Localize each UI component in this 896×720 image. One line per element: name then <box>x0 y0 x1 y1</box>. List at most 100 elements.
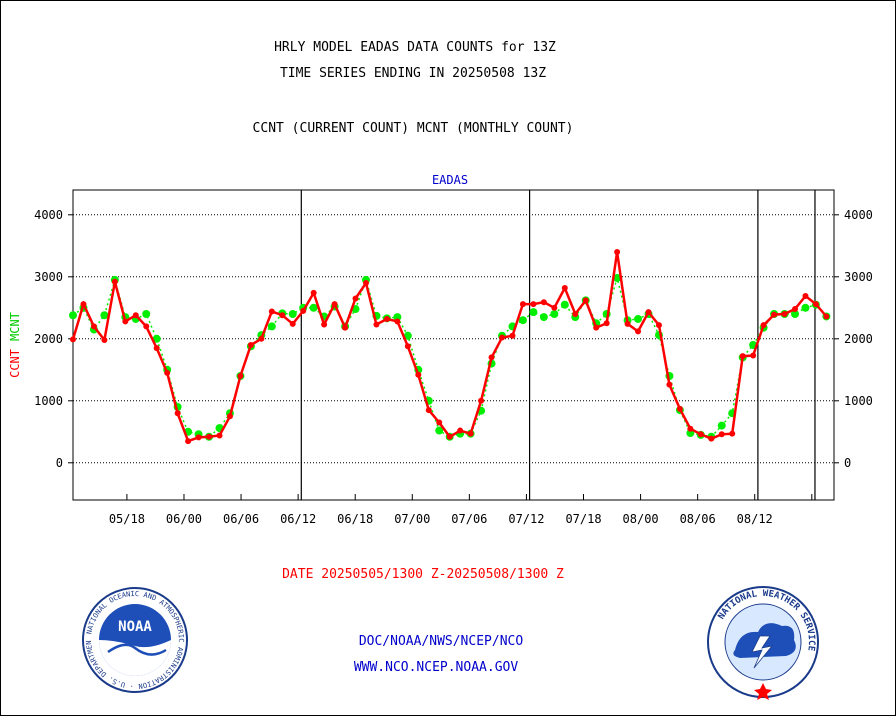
y-tick-label-left: 0 <box>56 456 63 470</box>
point-ccnt <box>530 301 537 308</box>
point-ccnt <box>561 284 568 291</box>
point-ccnt <box>247 342 254 348</box>
x-tick-label: 06/06 <box>223 512 259 526</box>
point-mcnt <box>717 421 726 430</box>
point-ccnt <box>373 321 380 328</box>
plot-frame <box>72 189 835 501</box>
point-ccnt <box>331 301 338 308</box>
point-ccnt <box>739 353 746 360</box>
point-ccnt <box>143 323 150 330</box>
date-range: DATE 20250505/1300 Z-20250508/1300 Z <box>282 567 564 582</box>
point-mcnt <box>634 314 643 323</box>
y-tick-label-left: 1000 <box>34 394 63 408</box>
point-ccnt <box>352 295 359 302</box>
point-ccnt <box>624 320 631 327</box>
point-mcnt <box>403 331 412 340</box>
y-axis-title-mcnt: MCNT <box>8 312 22 341</box>
x-tick-label: 08/06 <box>680 512 716 526</box>
point-mcnt <box>100 311 109 320</box>
point-ccnt <box>697 431 704 438</box>
nws-logo: NATIONAL WEATHER SERVICE <box>707 586 819 700</box>
point-ccnt <box>289 320 296 327</box>
point-ccnt <box>436 419 443 426</box>
point-ccnt <box>425 407 432 414</box>
point-ccnt <box>132 312 139 319</box>
x-tick-label: 08/00 <box>623 512 659 526</box>
x-tick-label: 08/12 <box>737 512 773 526</box>
point-ccnt <box>666 381 673 388</box>
point-ccnt <box>687 425 694 432</box>
point-ccnt <box>582 297 589 304</box>
x-tick-label: 06/00 <box>166 512 202 526</box>
noaa-bird-shape <box>99 640 171 676</box>
point-ccnt <box>258 335 265 342</box>
panel-title: EADAS <box>432 173 468 187</box>
y-tick-label-right: 3000 <box>844 270 873 284</box>
point-ccnt <box>791 306 798 313</box>
point-mcnt <box>435 426 444 435</box>
labels-layer: 0 0 1000 1000 2000 2000 3000 3000 4000 4000 05/18 0… <box>34 208 873 526</box>
point-ccnt <box>362 280 369 286</box>
point-mcnt <box>550 310 559 318</box>
x-tick-label: 05/18 <box>109 512 145 526</box>
point-ccnt <box>226 413 233 420</box>
point-ccnt <box>80 301 87 308</box>
point-mcnt <box>560 300 569 309</box>
x-tick-label: 06/18 <box>337 512 373 526</box>
point-ccnt <box>499 334 506 341</box>
point-ccnt <box>164 369 171 376</box>
x-tick-label: 07/12 <box>508 512 544 526</box>
point-ccnt <box>488 354 495 361</box>
website-link[interactable]: WWW.NCO.NCEP.NOAA.GOV <box>354 660 519 675</box>
point-ccnt <box>122 318 129 325</box>
point-ccnt <box>823 313 830 320</box>
point-ccnt <box>446 433 453 440</box>
star-icon <box>754 683 772 700</box>
org-path-link[interactable]: DOC/NOAA/NWS/NCEP/NCO <box>359 634 524 649</box>
point-mcnt <box>613 274 622 283</box>
point-ccnt <box>478 397 485 404</box>
point-mcnt <box>309 303 318 312</box>
point-ccnt <box>216 432 223 439</box>
point-ccnt <box>572 311 579 317</box>
point-ccnt <box>206 433 213 440</box>
point-ccnt <box>394 318 401 325</box>
y-tick-label-left: 2000 <box>34 332 63 346</box>
point-ccnt <box>509 332 516 339</box>
x-tick-label: 07/18 <box>565 512 601 526</box>
point-ccnt <box>383 315 390 322</box>
point-ccnt <box>519 301 526 308</box>
point-ccnt <box>279 312 286 319</box>
x-tick-label: 06/12 <box>280 512 316 526</box>
y-tick-label-right: 1000 <box>844 394 873 408</box>
noaa-bird-icon <box>107 643 167 656</box>
point-ccnt <box>300 307 307 314</box>
point-ccnt <box>153 345 160 352</box>
point-ccnt <box>750 352 757 359</box>
point-ccnt <box>185 438 192 445</box>
point-ccnt <box>342 324 349 331</box>
point-mcnt <box>288 310 297 318</box>
y-tick-label-right: 4000 <box>844 208 873 222</box>
point-ccnt <box>111 278 118 285</box>
point-ccnt <box>174 410 181 417</box>
point-ccnt <box>676 405 683 412</box>
point-mcnt <box>69 311 77 320</box>
y-axis-title: CCNT MCNT <box>8 312 22 378</box>
point-ccnt <box>708 435 715 442</box>
point-ccnt <box>655 322 662 329</box>
point-ccnt <box>70 336 76 343</box>
point-ccnt <box>101 337 108 344</box>
point-ccnt <box>415 371 422 378</box>
point-mcnt <box>529 308 538 317</box>
x-tick-label: 07/00 <box>394 512 430 526</box>
point-ccnt <box>90 323 97 330</box>
y-tick-label-left: 3000 <box>34 270 63 284</box>
point-ccnt <box>321 321 328 328</box>
point-ccnt <box>540 299 547 306</box>
y-tick-label-right: 0 <box>844 456 851 470</box>
point-ccnt <box>729 430 736 437</box>
point-mcnt <box>142 310 151 318</box>
